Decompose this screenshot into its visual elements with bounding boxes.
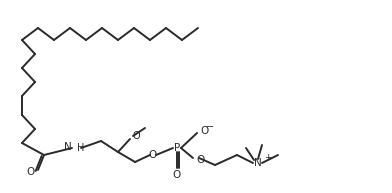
Text: +: +: [264, 152, 272, 162]
Text: O: O: [196, 155, 204, 165]
Text: P: P: [174, 143, 180, 153]
Text: O: O: [133, 131, 141, 141]
Text: N: N: [64, 142, 72, 152]
Text: N: N: [254, 158, 262, 168]
Text: O: O: [200, 126, 208, 136]
Text: −: −: [206, 122, 214, 132]
Text: O: O: [149, 150, 157, 160]
Text: O: O: [27, 167, 35, 177]
Text: O: O: [173, 170, 181, 180]
Text: H: H: [77, 143, 84, 153]
